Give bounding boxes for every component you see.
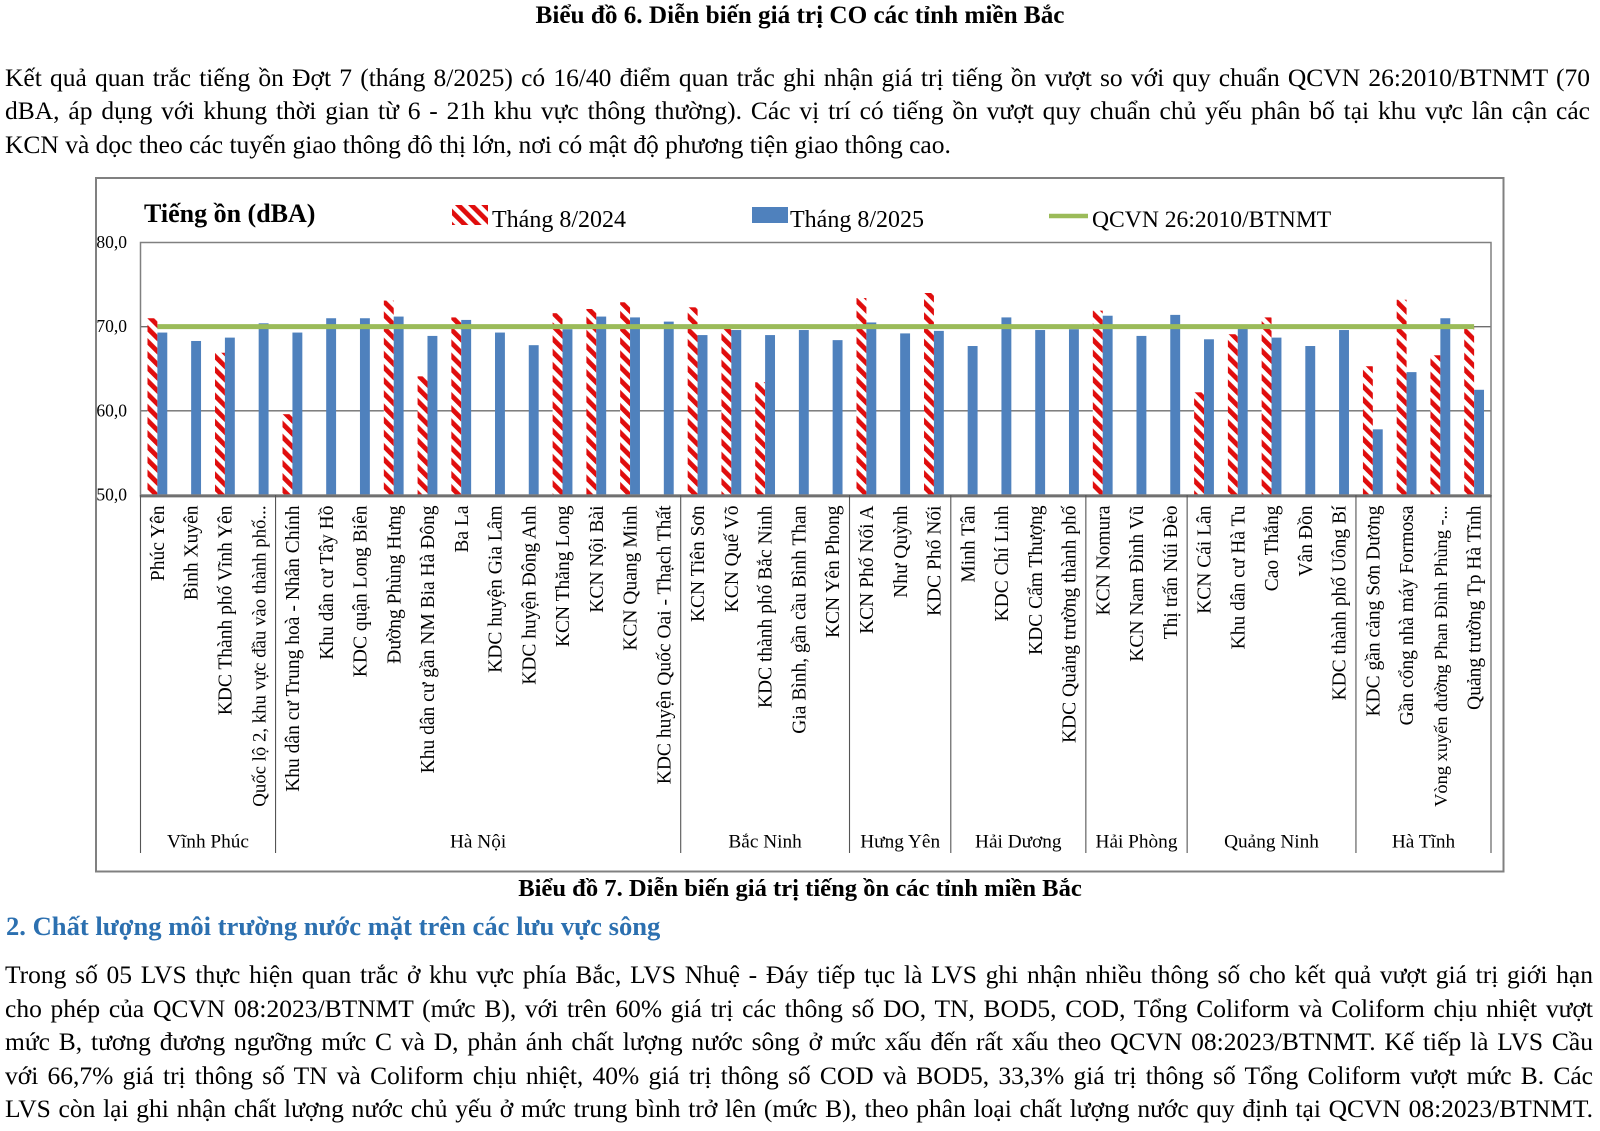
svg-text:Cao Thắng: Cao Thắng [1262, 505, 1283, 591]
svg-text:Khu dân cư Trung hoà - Nhân Ch: Khu dân cư Trung hoà - Nhân Chính [283, 505, 304, 792]
svg-text:60,0: 60,0 [96, 400, 127, 420]
svg-text:Gần cổng nhà máy Formosa: Gần cổng nhà máy Formosa [1397, 505, 1418, 725]
svg-text:50,0: 50,0 [96, 485, 127, 505]
svg-text:KDC thành phố Uông Bí: KDC thành phố Uông Bí [1330, 505, 1351, 701]
svg-text:KDC Quảng trường thành phố: KDC Quảng trường thành phố [1060, 505, 1081, 743]
svg-text:KDC quận Long Biên: KDC quận Long Biên [351, 505, 372, 677]
svg-text:Hà Nội: Hà Nội [450, 832, 506, 853]
svg-text:KCN Nomura: KCN Nomura [1093, 505, 1114, 615]
svg-text:80,0: 80,0 [96, 232, 127, 252]
svg-text:KCN Cái Lân: KCN Cái Lân [1195, 505, 1216, 614]
svg-text:KDC gần cảng Sơn Dương: KDC gần cảng Sơn Dương [1363, 505, 1384, 716]
svg-text:Quảng trường Tp Hà Tĩnh: Quảng trường Tp Hà Tĩnh [1465, 505, 1486, 710]
svg-text:Quảng Ninh: Quảng Ninh [1224, 832, 1319, 853]
svg-text:Thị trấn Núi Đèo: Thị trấn Núi Đèo [1161, 506, 1182, 640]
svg-text:QCVN 26:2010/BTNMT: QCVN 26:2010/BTNMT [1092, 207, 1332, 233]
svg-text:Vân Đồn: Vân Đồn [1296, 505, 1317, 576]
svg-text:Hà Tĩnh: Hà Tĩnh [1392, 832, 1456, 853]
svg-text:70,0: 70,0 [96, 316, 127, 336]
svg-text:KCN Tiên Sơn: KCN Tiên Sơn [688, 505, 709, 622]
svg-text:Vòng xuyến đường Phan Đình Phù: Vòng xuyến đường Phan Đình Phùng -... [1431, 506, 1451, 807]
svg-text:Khu dân cư Tây Hồ: Khu dân cư Tây Hồ [317, 506, 338, 660]
svg-text:Tháng 8/2024: Tháng 8/2024 [492, 207, 626, 233]
svg-text:KDC huyện Gia Lâm: KDC huyện Gia Lâm [486, 506, 507, 673]
svg-text:KDC Thành phố Vĩnh Yên: KDC Thành phố Vĩnh Yên [216, 505, 237, 715]
svg-text:KCN Yên Phong: KCN Yên Phong [823, 505, 844, 638]
svg-text:Quốc lộ 2, khu vực đầu vào thà: Quốc lộ 2, khu vực đầu vào thành phố... [249, 506, 270, 807]
svg-text:KDC thành phố Bắc Ninh: KDC thành phố Bắc Ninh [756, 505, 777, 708]
svg-text:Gia Bình, gần cầu Bình Than: Gia Bình, gần cầu Bình Than [789, 505, 810, 733]
svg-text:Như Quỳnh: Như Quỳnh [891, 505, 912, 598]
svg-text:KCN Phố Nối A: KCN Phố Nối A [857, 506, 878, 634]
svg-text:Bắc Ninh: Bắc Ninh [728, 832, 802, 853]
svg-text:Hải Phòng: Hải Phòng [1096, 832, 1178, 853]
svg-text:Khu dân cư Hà Tu: Khu dân cư Hà Tu [1228, 505, 1249, 649]
svg-text:KCN Thăng Long: KCN Thăng Long [553, 505, 574, 647]
svg-text:KDC huyện Đông Anh: KDC huyện Đông Anh [519, 505, 540, 685]
svg-text:KCN Quang Minh: KCN Quang Minh [621, 505, 642, 650]
svg-text:Vĩnh Phúc: Vĩnh Phúc [167, 832, 249, 853]
svg-text:KDC Chí Linh: KDC Chí Linh [992, 505, 1013, 621]
svg-text:Hưng Yên: Hưng Yên [860, 832, 940, 853]
svg-text:Khu dân cư gần NM Bia Hà Đông: Khu dân cư gần NM Bia Hà Đông [418, 505, 439, 773]
svg-text:KDC Phố Nối: KDC Phố Nối [925, 505, 946, 616]
svg-text:Bình Xuyên: Bình Xuyên [182, 505, 203, 600]
svg-text:Tiếng ồn (dBA): Tiếng ồn (dBA) [144, 199, 315, 228]
svg-text:KCN Nội Bài: KCN Nội Bài [587, 505, 608, 613]
svg-text:Ba La: Ba La [452, 505, 473, 552]
svg-text:Tháng 8/2025: Tháng 8/2025 [790, 207, 924, 233]
svg-text:Minh Tân: Minh Tân [958, 505, 979, 582]
svg-text:Phúc Yên: Phúc Yên [148, 505, 169, 581]
svg-text:Hải Dương: Hải Dương [975, 832, 1062, 853]
svg-text:KCN Nam Đình Vũ: KCN Nam Đình Vũ [1127, 505, 1148, 661]
svg-text:KCN Quế Võ: KCN Quế Võ [722, 506, 743, 613]
svg-text:KDC huyện Quốc Oai - Thạch Thấ: KDC huyện Quốc Oai - Thạch Thất [654, 505, 675, 784]
svg-text:KDC Cẩm Thượng: KDC Cẩm Thượng [1026, 505, 1047, 655]
svg-text:Đường Phùng Hưng: Đường Phùng Hưng [384, 505, 405, 663]
